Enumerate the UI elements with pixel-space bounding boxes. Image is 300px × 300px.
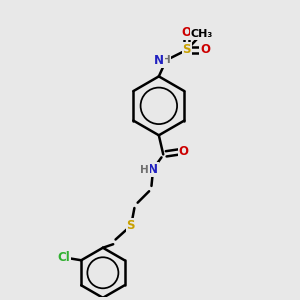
Text: O: O bbox=[182, 26, 192, 39]
Text: N: N bbox=[148, 163, 158, 176]
Text: H: H bbox=[162, 55, 171, 65]
Text: O: O bbox=[179, 145, 189, 158]
Text: N: N bbox=[154, 54, 164, 67]
Text: O: O bbox=[200, 44, 210, 56]
Text: H: H bbox=[140, 165, 149, 175]
Text: S: S bbox=[183, 44, 191, 56]
Text: CH₃: CH₃ bbox=[191, 29, 213, 39]
Text: S: S bbox=[127, 219, 135, 232]
Text: Cl: Cl bbox=[57, 251, 70, 264]
